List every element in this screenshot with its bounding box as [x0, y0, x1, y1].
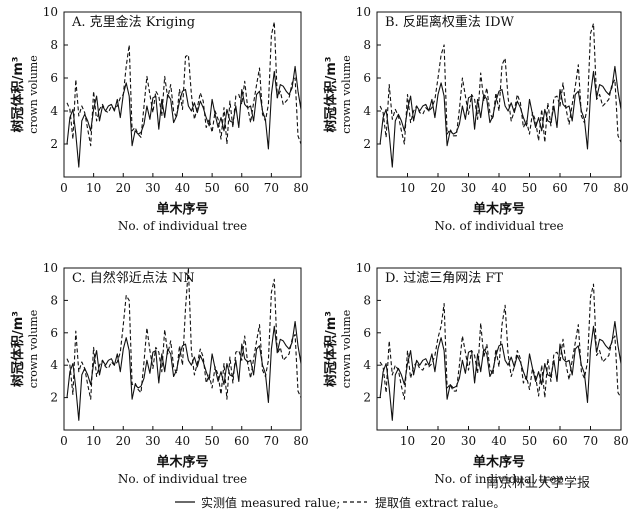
panel-c-y-label-en: crown volume — [27, 310, 40, 388]
panel-c-x-tick-label-0: 0 — [60, 434, 68, 448]
panel-d-y-label-cn: 树冠体积/m³ — [323, 311, 339, 387]
panel-d-x-tick-label-70: 70 — [583, 434, 598, 448]
panel-b-y-tick-label-10: 10 — [356, 5, 371, 19]
panel-b-x-tick-label-20: 20 — [430, 181, 445, 195]
panel-a-x-tick-label-20: 20 — [116, 181, 131, 195]
panel-c-title: C. 自然邻近点法 NN — [72, 270, 195, 286]
panel-c: 0 10 20 30 40 50 60 70 80 2 4 6 8 10 C. 自然邻近点法 NN 单木序号 N… — [10, 261, 309, 486]
panel-c-x-tick-label-10: 10 — [86, 434, 101, 448]
panel-d-x-tick-label-50: 50 — [522, 434, 537, 448]
panel-d-y-tick-label-4: 4 — [363, 358, 371, 372]
panel-a-y-tick-label-10: 10 — [43, 5, 58, 19]
legend-swatches — [175, 501, 367, 503]
panel-b-plot-frame — [376, 11, 622, 178]
panel-b-x-label-en: No. of individual tree — [434, 219, 563, 233]
panel-a-plot-frame — [63, 11, 302, 178]
panel-d-x-tick-label-30: 30 — [461, 434, 476, 448]
panel-c-x-tick-label-50: 50 — [204, 434, 219, 448]
panel-b-y-label-cn: 树冠体积/m³ — [323, 57, 339, 133]
panel-a-y-label-cn: 树冠体积/m³ — [10, 57, 26, 133]
panel-c-x-tick-label-40: 40 — [175, 434, 190, 448]
panel-a-y-label-en: crown volume — [27, 55, 40, 133]
panel-c-extract-series-line — [66, 267, 302, 400]
panel-a-x-label-en: No. of individual tree — [118, 219, 247, 233]
panel-b-extract-series-line — [379, 22, 622, 145]
panel-b: 10 20 30 40 50 60 70 80 2 4 6 8 10 B. 反距离权重法 IDW 单木序号 N… — [323, 5, 629, 233]
panel-b-x-tick-label-30: 30 — [461, 181, 476, 195]
panel-c-x-tick-label-20: 20 — [116, 434, 131, 448]
panel-c-y-tick-label-8: 8 — [50, 293, 58, 307]
panel-d-x-tick-label-40: 40 — [491, 434, 506, 448]
panel-b-y-tick-label-8: 8 — [363, 38, 371, 52]
legend-extract-label: 提取值 extract ralue。 — [375, 496, 506, 510]
journal-watermark: 南京林业大学学报 — [486, 476, 591, 491]
panel-d-plot-frame — [376, 267, 622, 431]
panel-c-x-tick-label-80: 80 — [293, 434, 308, 448]
panel-d-title: D. 过滤三角网法 FT — [385, 271, 503, 286]
panel-a-x-tick-label-80: 80 — [293, 181, 308, 195]
panel-b-x-tick-label-60: 60 — [552, 181, 567, 195]
panel-b-x-label-cn: 单木序号 — [473, 201, 525, 217]
panel-d-x-label-cn: 单木序号 — [473, 454, 525, 470]
panel-b-measured-series-line — [379, 65, 622, 168]
panel-b-x-tick-label-50: 50 — [522, 181, 537, 195]
panel-a-x-tick-label-30: 30 — [145, 181, 160, 195]
panel-d-extract-series-line — [379, 283, 622, 400]
panel-a-y-tick-label-8: 8 — [50, 38, 58, 52]
panel-a-title: A. 克里金法 Kriging — [71, 14, 195, 30]
panel-b-x-tick-label-80: 80 — [613, 181, 628, 195]
panel-d: 10 20 30 40 50 60 70 80 2 4 6 8 10 D. 过滤三角网法 FT 单木序号 No… — [323, 261, 629, 486]
panel-d-y-tick-label-2: 2 — [363, 391, 371, 405]
panel-d-x-label-en: No. of individual tree — [434, 472, 563, 486]
panel-b-title: B. 反距离权重法 IDW — [385, 14, 515, 30]
panel-a-x-tick-label-0: 0 — [60, 181, 68, 195]
panel-c-x-label-en: No. of individual tree — [118, 472, 247, 486]
panel-b-x-tick-label-70: 70 — [583, 181, 598, 195]
panel-c-y-tick-label-2: 2 — [50, 391, 58, 405]
panel-d-x-tick-label-10: 10 — [400, 434, 415, 448]
panel-c-y-tick-label-10: 10 — [43, 261, 58, 275]
panel-a-x-tick-label-10: 10 — [86, 181, 101, 195]
panel-c-x-tick-label-70: 70 — [264, 434, 279, 448]
panel-d-y-label-en: crown volume — [340, 310, 353, 388]
legend-measured-label: 实测值 measured ralue; — [201, 496, 341, 510]
panel-c-x-tick-label-60: 60 — [234, 434, 249, 448]
panel-b-y-label-en: crown volume — [340, 55, 353, 133]
panel-a-x-tick-label-60: 60 — [234, 181, 249, 195]
panel-b-x-tick-label-10: 10 — [400, 181, 415, 195]
panel-a-x-tick-label-50: 50 — [204, 181, 219, 195]
panel-b-x-tick-label-40: 40 — [491, 181, 506, 195]
panel-a-x-tick-label-40: 40 — [175, 181, 190, 195]
panel-a: 0 10 20 30 40 50 60 70 80 2 4 6 8 10 A. 克里金法 Kriging 单木… — [10, 5, 309, 233]
panel-a-extract-series-line — [66, 21, 302, 147]
panel-d-y-tick-label-8: 8 — [363, 293, 371, 307]
panel-c-y-label-cn: 树冠体积/m³ — [10, 311, 26, 387]
panel-d-measured-series-line — [379, 320, 622, 421]
panel-a-x-label-cn: 单木序号 — [156, 201, 208, 217]
panel-c-x-label-cn: 单木序号 — [156, 454, 208, 470]
panel-a-y-tick-label-2: 2 — [50, 137, 58, 151]
panel-a-y-tick-label-4: 4 — [50, 104, 58, 118]
panel-d-x-tick-label-60: 60 — [552, 434, 567, 448]
panel-d-y-tick-label-10: 10 — [356, 261, 371, 275]
panel-b-y-tick-label-6: 6 — [363, 71, 371, 85]
panel-c-plot-frame — [63, 267, 302, 431]
panel-b-y-tick-label-4: 4 — [363, 104, 371, 118]
panel-c-y-tick-label-6: 6 — [50, 326, 58, 340]
panel-d-x-tick-label-20: 20 — [430, 434, 445, 448]
panel-a-y-tick-label-6: 6 — [50, 71, 58, 85]
panel-c-y-tick-label-4: 4 — [50, 358, 58, 372]
panel-d-x-tick-label-80: 80 — [613, 434, 628, 448]
panel-b-y-tick-label-2: 2 — [363, 137, 371, 151]
panel-c-x-tick-label-30: 30 — [145, 434, 160, 448]
panel-a-x-tick-label-70: 70 — [264, 181, 279, 195]
panel-d-y-tick-label-6: 6 — [363, 326, 371, 340]
